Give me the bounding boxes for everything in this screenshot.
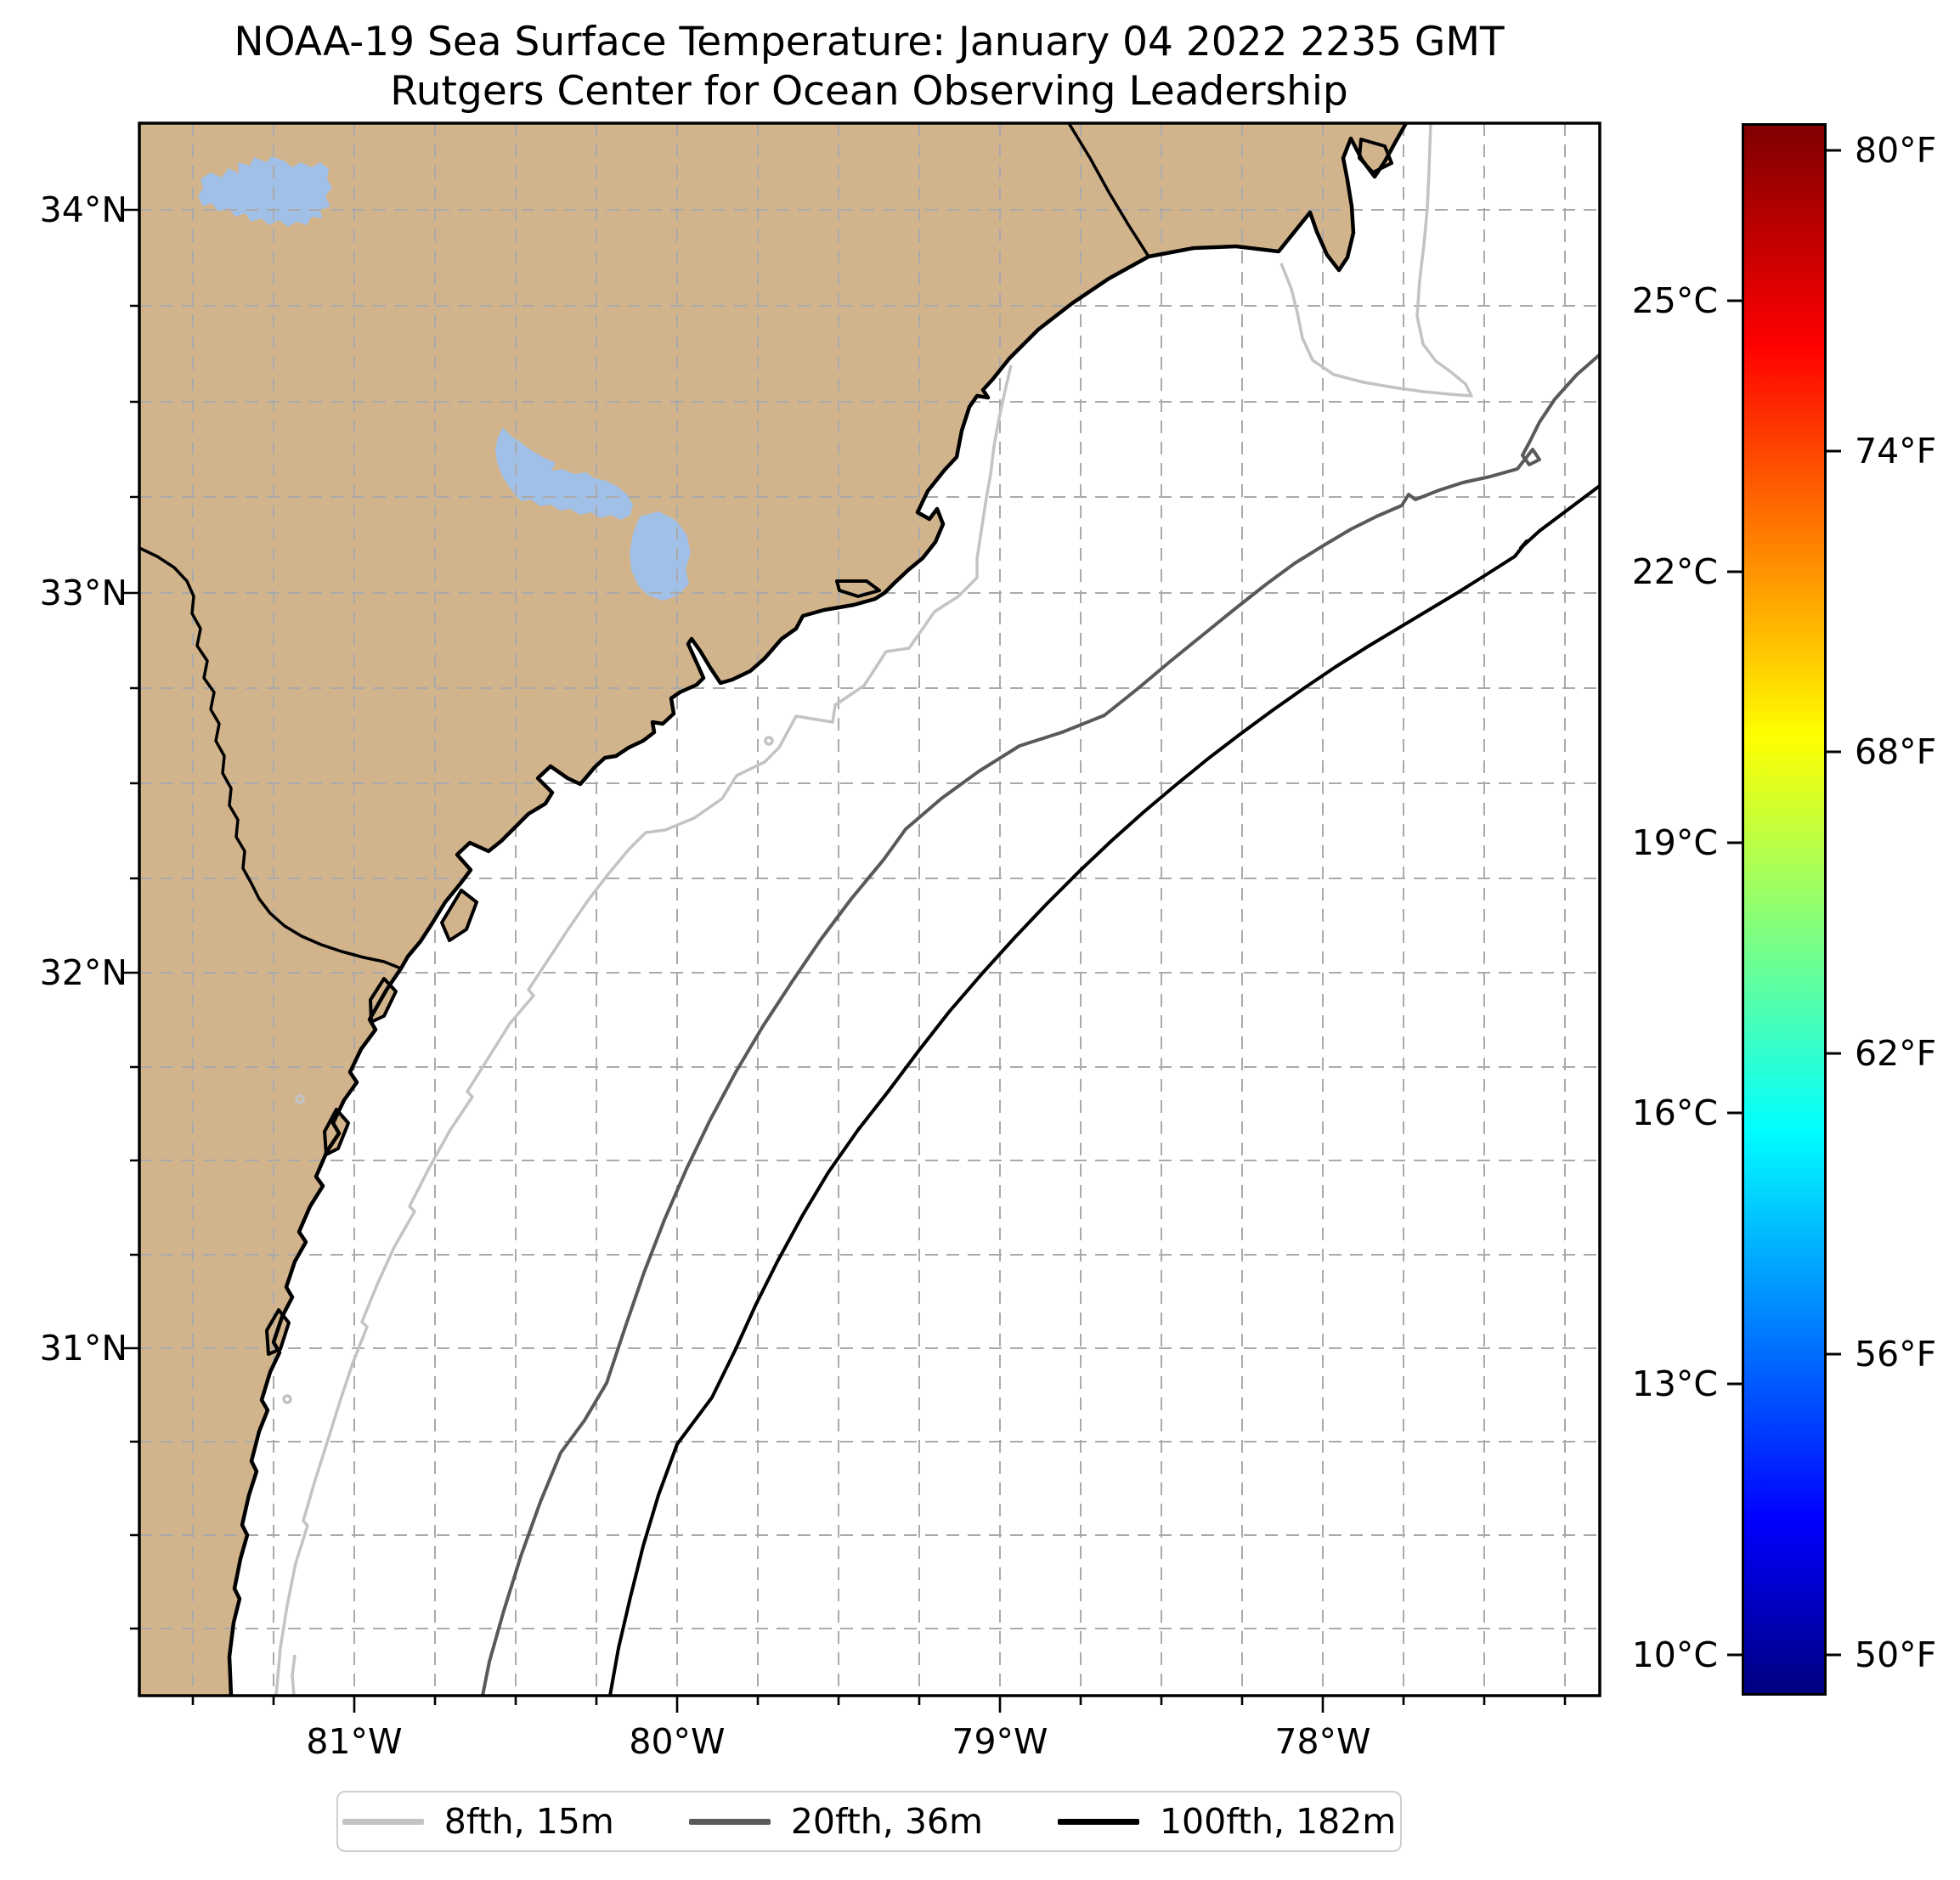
legend-line-8fth [342,1818,424,1825]
graticule [139,123,1600,1696]
x-tick-label: 78°W [1274,1721,1371,1762]
colorbar-celsius-label: 25°C [1631,280,1718,321]
savannah-river [139,546,402,970]
x-tick-label: 80°W [629,1721,726,1762]
colorbar-fahrenheit-label: 68°F [1855,731,1937,772]
lake-moultrie [630,511,691,601]
x-tick-label: 79°W [952,1721,1048,1762]
legend-item-20fth: 20fth, 36m [688,1801,983,1842]
x-minor-ticks [191,1696,1567,1705]
map-frame [138,121,1601,1697]
graticule-vertical [192,123,1566,1696]
island-hilton-head [442,890,477,940]
figure-subtitle: Rutgers Center for Ocean Observing Leade… [390,68,1348,115]
colorbar-fahrenheit-label: 74°F [1855,431,1937,471]
island-outline [323,1108,350,1156]
legend-item-100fth: 100fth, 182m [1057,1801,1397,1842]
colorbar [1742,123,1827,1696]
y-tick-label: 34°N [39,189,127,230]
island-outline [835,579,881,598]
colorbar-celsius-label: 10°C [1631,1634,1718,1675]
colorbar-fahrenheit-label: 80°F [1855,130,1937,171]
land-polygon [139,123,1406,1696]
colorbar-celsius-label: 13°C [1631,1363,1718,1404]
island-outline [369,977,398,1024]
figure-title: NOAA-19 Sea Surface Temperature: January… [234,19,1505,65]
y-tick-label: 33°N [39,573,127,613]
coastline [227,123,1409,1696]
axis-ticks [122,208,1567,1713]
colorbar-fahrenheit-label: 62°F [1855,1033,1937,1074]
y-minor-ticks [130,304,139,1630]
colorbar-celsius-label: 22°C [1631,551,1718,592]
island-outline [265,1308,291,1356]
legend-line-100fth [1057,1818,1139,1825]
x-tick-label: 81°W [306,1721,403,1762]
island-outline [440,889,478,942]
colorbar-fahrenheit-ticks [1827,149,1841,1657]
colorbar-celsius-label: 16°C [1631,1092,1718,1133]
colorbar-fahrenheit-label: 50°F [1855,1634,1937,1675]
colorbar-celsius-label: 19°C [1631,822,1718,863]
legend-item-8fth: 8fth, 15m [342,1801,614,1842]
colorbar-fahrenheit-label: 56°F [1855,1334,1937,1375]
legend-label: 20fth, 36m [790,1801,983,1842]
contour-100fth [608,483,1600,1696]
colorbar-celsius-ticks [1727,299,1742,1657]
island-outline [1358,138,1393,174]
contour-8fth-main [274,364,1013,1696]
y-tick-label: 32°N [39,952,127,993]
island-outlines [265,138,1393,1356]
colorbar-ticks [1727,149,1841,1657]
x-major-ticks [353,1696,1325,1713]
contour-8fth [274,123,1473,1696]
y-tick-label: 31°N [39,1328,127,1369]
legend: 8fth, 15m 20fth, 36m 100fth, 182m [336,1791,1402,1852]
contour-8fth-strand [291,1654,297,1696]
legend-line-20fth [688,1818,771,1825]
contour-8fth-speck [764,736,774,746]
contour-8fth-speck [282,1394,292,1404]
contour-8fth-speck [295,1094,305,1104]
contour-8fth-shoal [1279,123,1473,398]
contour-20fth [481,352,1600,1696]
state-border [1067,123,1150,257]
legend-label: 100fth, 182m [1159,1801,1397,1842]
legend-label: 8fth, 15m [443,1801,614,1842]
y-major-ticks [122,208,139,1350]
island-ossabaw [370,979,396,1022]
